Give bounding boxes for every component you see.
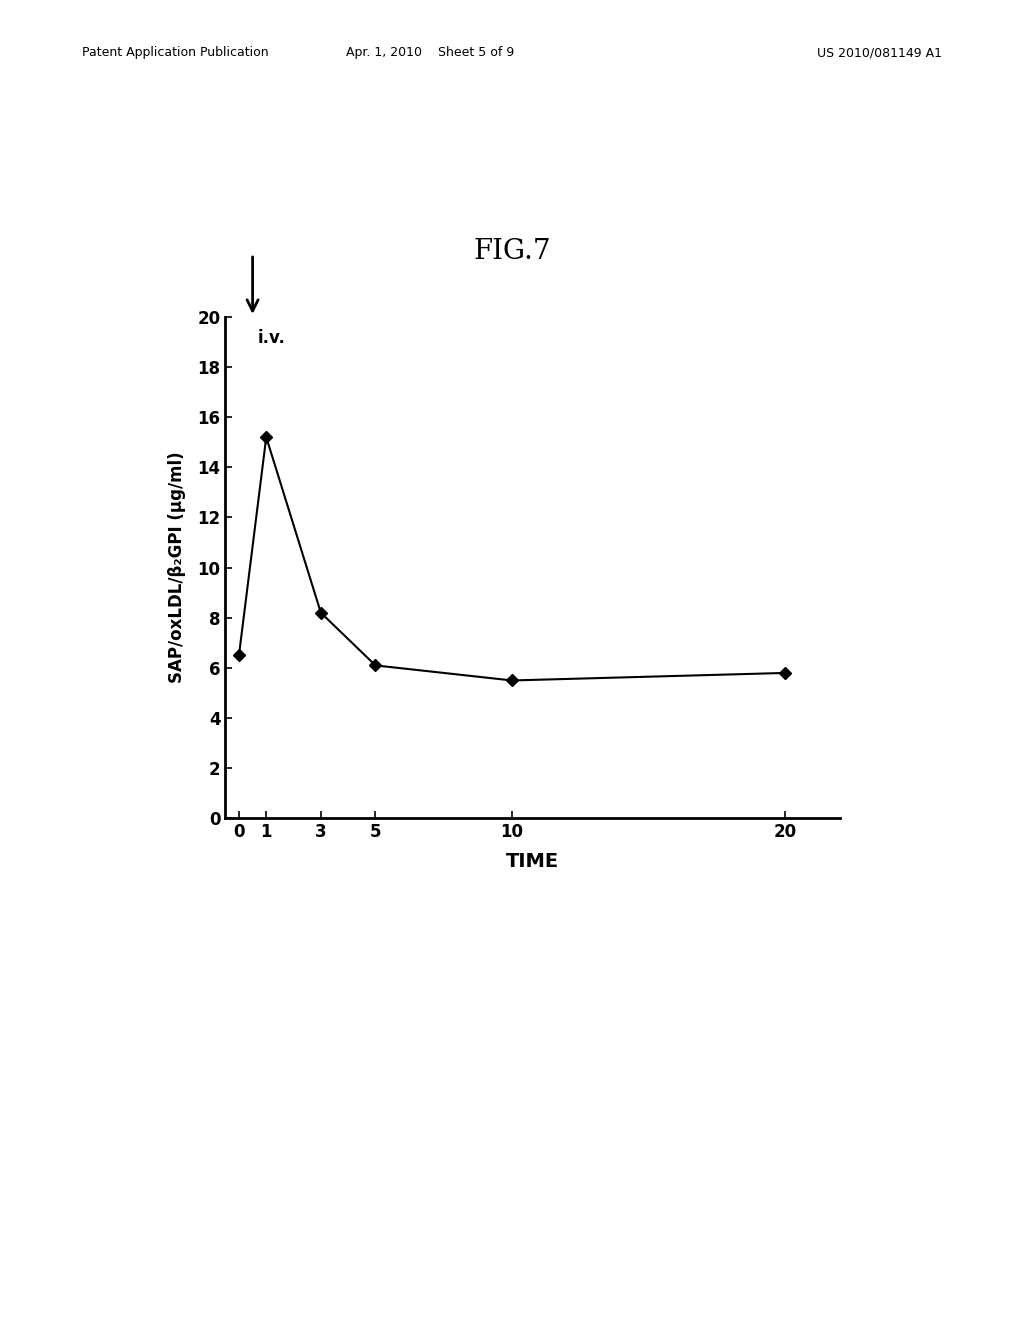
- Y-axis label: SAP/oxLDL/β₂GPI (μg/ml): SAP/oxLDL/β₂GPI (μg/ml): [168, 451, 186, 684]
- X-axis label: TIME: TIME: [506, 853, 559, 871]
- Text: FIG.7: FIG.7: [473, 238, 551, 264]
- Text: i.v.: i.v.: [258, 329, 286, 347]
- Text: Apr. 1, 2010    Sheet 5 of 9: Apr. 1, 2010 Sheet 5 of 9: [346, 46, 514, 59]
- Text: US 2010/081149 A1: US 2010/081149 A1: [817, 46, 942, 59]
- Text: Patent Application Publication: Patent Application Publication: [82, 46, 268, 59]
